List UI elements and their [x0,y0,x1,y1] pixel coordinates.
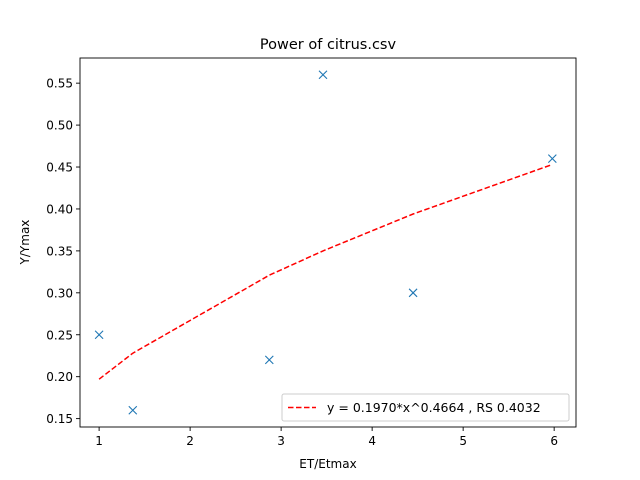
y-tick-label: 0.40 [46,202,73,216]
y-tick-label: 0.25 [46,328,73,342]
chart-title: Power of citrus.csv [260,37,397,53]
y-axis-label: Y/Ymax [18,220,32,266]
y-tick-label: 0.35 [46,244,73,258]
axes-frame [79,57,577,428]
x-tick-label: 1 [95,434,103,448]
legend-frame [281,393,570,422]
x-tick-label: 4 [368,434,376,448]
y-tick-label: 0.50 [46,119,73,133]
scatter-point [547,154,557,164]
scatter-point [408,288,418,298]
y-tick-label: 0.55 [46,77,73,91]
scatter-point [264,355,274,365]
y-tick-label: 0.45 [46,161,73,175]
y-tick-label: 0.20 [46,370,73,384]
x-tick-label: 3 [277,434,285,448]
legend: y = 0.1970*x^0.4664 , RS 0.4032 [281,393,570,422]
x-tick-label: 2 [186,434,194,448]
x-axis-label: ET/Etmax [299,457,356,471]
x-tick-label: 6 [550,434,558,448]
y-tick-label: 0.15 [46,412,73,426]
legend-entry-fit: y = 0.1970*x^0.4664 , RS 0.4032 [327,400,541,415]
plot-area: 1 2 3 4 5 6 0.15 0.20 0.25 0.30 0.35 0.40 0.45 0.50 0.… [46,57,577,448]
fit-line [98,163,553,380]
scatter-point [318,70,328,80]
x-tick-label: 5 [459,434,467,448]
y-tick-label: 0.30 [46,286,73,300]
scatter-point [128,405,138,415]
scatter-point [94,330,104,340]
